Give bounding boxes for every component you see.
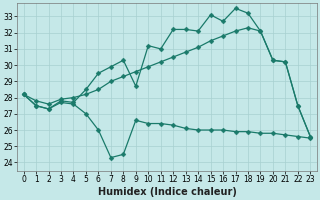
X-axis label: Humidex (Indice chaleur): Humidex (Indice chaleur) — [98, 187, 236, 197]
